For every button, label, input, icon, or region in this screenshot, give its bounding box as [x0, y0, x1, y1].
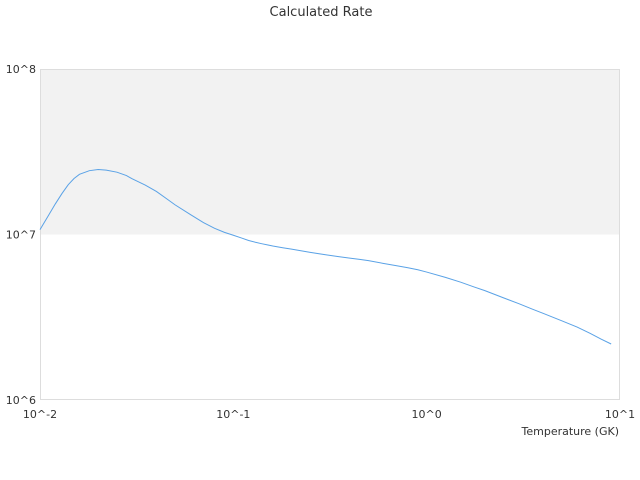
y-tick-label: 10^6: [6, 394, 36, 407]
x-tick-label: 10^-2: [23, 408, 57, 421]
y-axis-ticks: 10^6 10^7 10^8: [6, 63, 36, 407]
x-tick-label: 10^-1: [216, 408, 250, 421]
x-tick-label: 10^1: [605, 408, 635, 421]
x-axis-label: Temperature (GK): [521, 425, 620, 438]
x-axis-ticks: 10^-2 10^-1 10^0 10^1: [23, 408, 635, 421]
shaded-band: [40, 69, 620, 235]
x-tick-label: 10^0: [412, 408, 442, 421]
chart-title: Calculated Rate: [270, 5, 373, 20]
y-tick-label: 10^8: [6, 63, 36, 76]
y-tick-label: 10^7: [6, 229, 36, 242]
plot-frame: [40, 69, 620, 400]
series-line: [39, 169, 612, 345]
